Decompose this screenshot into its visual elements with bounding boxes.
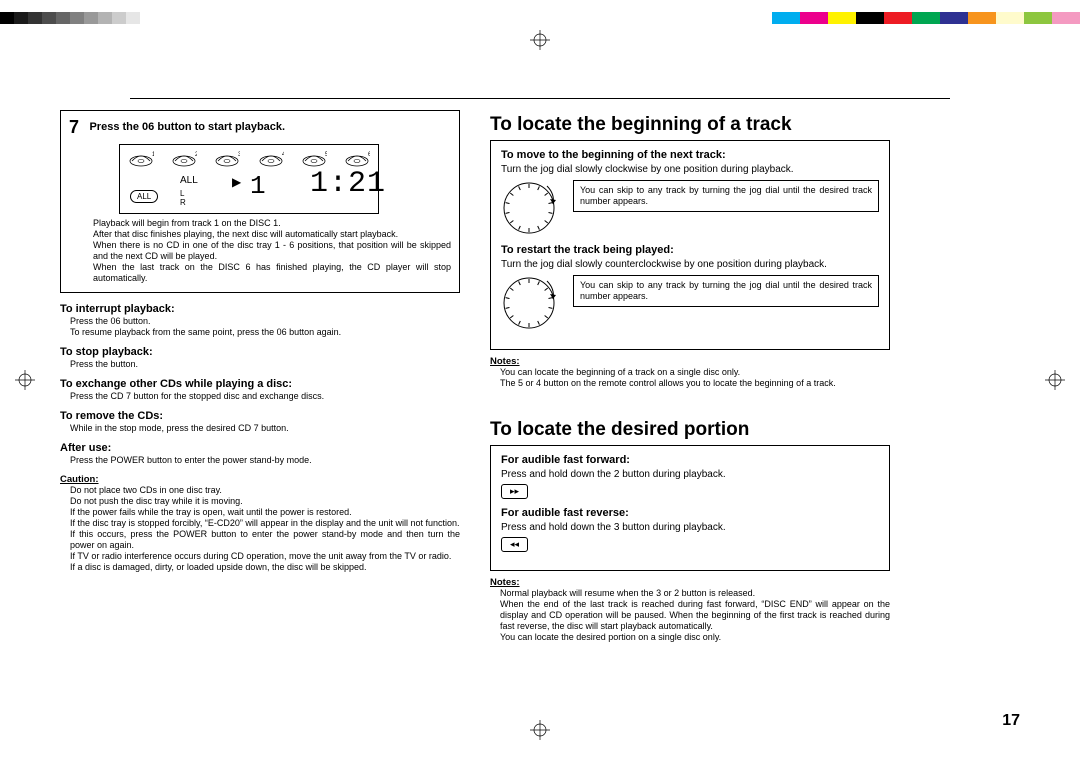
instruction-section: After use:Press the POWER button to ente… xyxy=(60,442,460,466)
instruction-section: To stop playback:Press the button. xyxy=(60,346,460,370)
all-mid-label: ALL xyxy=(180,175,198,186)
step-title: Press the 06 button to start playback. xyxy=(89,121,285,133)
disc-icon: 4 xyxy=(258,151,284,167)
locate-item: To restart the track being played: Turn t… xyxy=(501,244,879,331)
instruction-heading: To remove the CDs: xyxy=(60,410,460,422)
ff-desc: Press and hold down the 3 button during … xyxy=(501,521,879,534)
disc-icon: 5 xyxy=(301,151,327,167)
instruction-section: To exchange other CDs while playing a di… xyxy=(60,378,460,402)
instruction-heading: After use: xyxy=(60,442,460,454)
registration-mark-left xyxy=(15,370,35,395)
caution-text: Do not place two CDs in one disc tray. D… xyxy=(70,485,460,573)
section-2-notes: Normal playback will resume when the 3 o… xyxy=(500,588,890,643)
caution-heading: Caution: xyxy=(60,474,460,485)
step-number: 7 xyxy=(69,117,79,138)
ff-desc: Press and hold down the 2 button during … xyxy=(501,468,879,481)
right-column: To locate the beginning of a track To mo… xyxy=(490,110,890,643)
disc-icon: 3 xyxy=(214,151,240,167)
instruction-body: While in the stop mode, press the desire… xyxy=(70,423,460,434)
section-1-notes: You can locate the beginning of a track … xyxy=(500,367,890,389)
lcd-display: 123456 ALL ALL ▶ 1 1:21 L R xyxy=(119,144,379,214)
section-2-box: For audible fast forward: Press and hold … xyxy=(490,445,890,571)
transport-button-icon: ◂◂ xyxy=(501,537,528,552)
locate-heading: To move to the beginning of the next tra… xyxy=(501,149,879,161)
instruction-section: To remove the CDs:While in the stop mode… xyxy=(60,410,460,434)
instruction-body: Press the CD 7 button for the stopped di… xyxy=(70,391,460,402)
locate-note-box: You can skip to any track by turning the… xyxy=(573,180,879,212)
instruction-body: Press the button. xyxy=(70,359,460,370)
all-badge: ALL xyxy=(130,190,158,203)
section-2-title: To locate the desired portion xyxy=(490,419,890,441)
ff-item: For audible fast forward: Press and hold … xyxy=(501,454,879,499)
jog-dial-icon xyxy=(501,275,557,331)
instruction-heading: To stop playback: xyxy=(60,346,460,358)
play-icon: ▶ xyxy=(232,175,241,189)
left-column: 7 Press the 06 button to start playback.… xyxy=(60,110,460,643)
locate-item: To move to the beginning of the next tra… xyxy=(501,149,879,236)
disc-icon: 6 xyxy=(344,151,370,167)
locate-note-box: You can skip to any track by turning the… xyxy=(573,275,879,307)
locate-desc: Turn the jog dial slowly clockwise by on… xyxy=(501,163,879,176)
instruction-heading: To interrupt playback: xyxy=(60,303,460,315)
ff-item: For audible fast reverse: Press and hold … xyxy=(501,507,879,552)
transport-button-icon: ▸▸ xyxy=(501,484,528,499)
section-1-title: To locate the beginning of a track xyxy=(490,114,890,136)
ff-heading: For audible fast forward: xyxy=(501,454,879,466)
instruction-section: To interrupt playback:Press the 06 butto… xyxy=(60,303,460,338)
svg-text:5: 5 xyxy=(325,152,327,158)
instruction-body: Press the POWER button to enter the powe… xyxy=(70,455,460,466)
color-registration-bar xyxy=(0,12,1080,24)
svg-text:2: 2 xyxy=(195,152,197,158)
disc-icon: 1 xyxy=(128,151,154,167)
locate-desc: Turn the jog dial slowly counterclockwis… xyxy=(501,258,879,271)
section-2-notes-head: Notes: xyxy=(490,577,890,588)
ff-heading: For audible fast reverse: xyxy=(501,507,879,519)
svg-text:6: 6 xyxy=(368,152,370,158)
page-content: 7 Press the 06 button to start playback.… xyxy=(60,50,1020,700)
section-1-notes-head: Notes: xyxy=(490,356,890,367)
svg-text:3: 3 xyxy=(238,152,240,158)
channel-indicator: L R xyxy=(180,189,186,207)
page-number: 17 xyxy=(1002,712,1020,730)
instruction-heading: To exchange other CDs while playing a di… xyxy=(60,378,460,390)
registration-mark-bottom xyxy=(530,720,550,745)
section-1-box: To move to the beginning of the next tra… xyxy=(490,140,890,350)
svg-text:1: 1 xyxy=(152,152,154,158)
step-7-box: 7 Press the 06 button to start playback.… xyxy=(60,110,460,293)
track-number: 1 xyxy=(250,171,268,201)
step-notes: Playback will begin from track 1 on the … xyxy=(93,218,451,284)
jog-dial-icon xyxy=(501,180,557,236)
instruction-body: Press the 06 button. To resume playback … xyxy=(70,316,460,338)
svg-text:4: 4 xyxy=(282,152,284,158)
registration-mark-right xyxy=(1045,370,1065,395)
disc-icon: 2 xyxy=(171,151,197,167)
elapsed-time: 1:21 xyxy=(310,167,386,201)
locate-heading: To restart the track being played: xyxy=(501,244,879,256)
